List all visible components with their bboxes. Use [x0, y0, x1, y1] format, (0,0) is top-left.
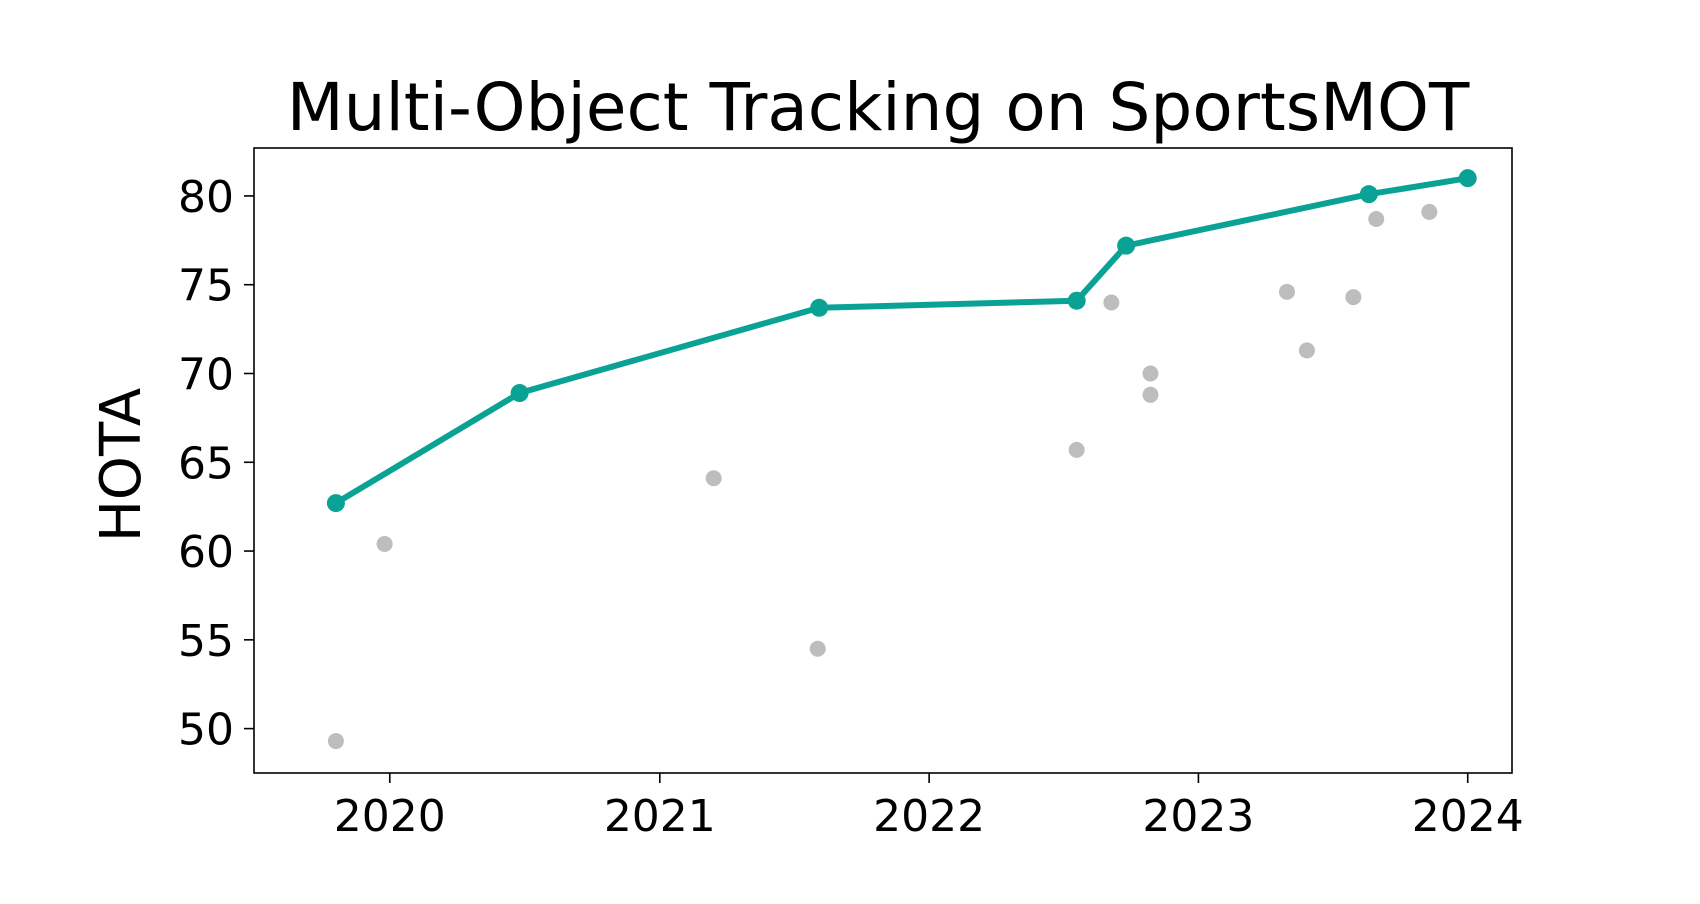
x-tick-label: 2020 [334, 791, 446, 842]
other-point [1298, 342, 1315, 359]
other-point [1103, 294, 1120, 311]
other-point [1368, 211, 1385, 228]
plot-area: 2020 2021 2022 2023 2024 50 55 60 65 70 75 80 [178, 147, 1524, 842]
y-tick-label: 55 [178, 616, 234, 667]
y-tick-label: 50 [178, 705, 234, 756]
x-tick-label: 2024 [1412, 791, 1524, 842]
plot-frame [253, 147, 1513, 774]
y-tick-label: 80 [178, 172, 234, 223]
y-axis-label: HOTA [89, 388, 154, 542]
other-point [809, 640, 826, 657]
chart-title: Multi-Object Tracking on SportsMOT [287, 69, 1470, 146]
frontier-point [1117, 236, 1136, 255]
y-tick-label: 65 [178, 438, 234, 489]
x-tick-label: 2021 [604, 791, 716, 842]
other-point [1345, 289, 1362, 306]
frontier-point [326, 494, 345, 513]
frontier-point [1458, 169, 1477, 188]
x-tick-label: 2023 [1142, 791, 1254, 842]
frontier-point [1359, 185, 1378, 204]
other-point [1278, 283, 1295, 300]
other-point [1421, 203, 1438, 220]
frontier-point [810, 298, 829, 317]
frontier-line [332, 175, 1471, 507]
other-point [705, 470, 722, 487]
other-point [376, 535, 393, 552]
frontier-point [510, 384, 529, 403]
frontier-point [1067, 291, 1086, 310]
x-tick-label: 2022 [873, 791, 985, 842]
other-point [1142, 365, 1159, 382]
other-point [1068, 441, 1085, 458]
y-tick-label: 70 [178, 349, 234, 400]
other-point [327, 733, 344, 750]
other-point [1142, 386, 1159, 403]
y-tick-label: 60 [178, 527, 234, 578]
y-tick-label: 75 [178, 261, 234, 312]
